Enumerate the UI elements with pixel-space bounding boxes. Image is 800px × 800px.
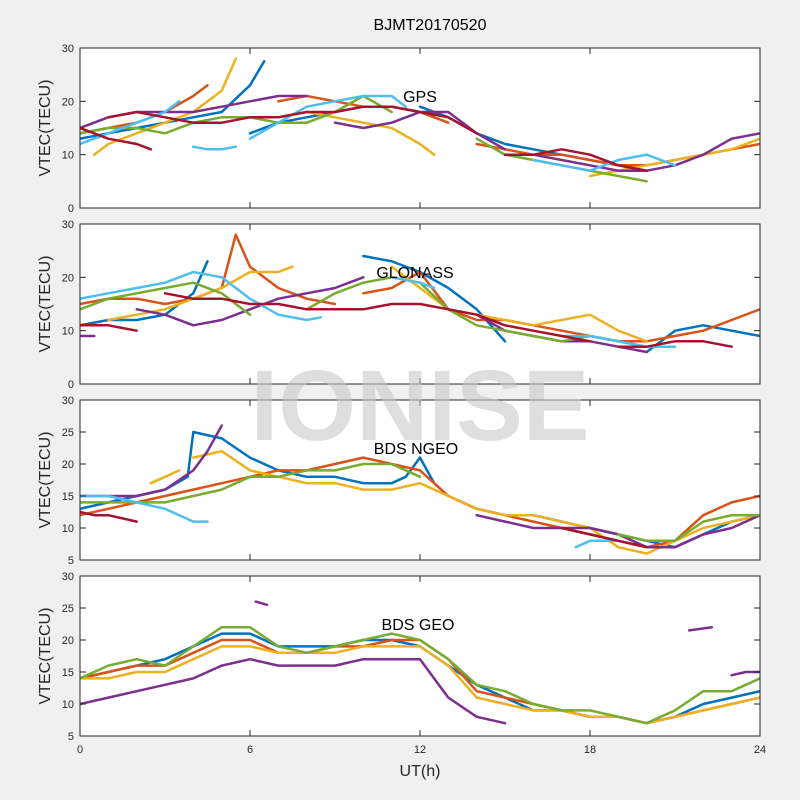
series-line-bds-ngeo-7: [617, 513, 760, 543]
y-tick-label-bds-geo-10: 10: [62, 699, 74, 711]
y-tick-label-bds-geo-30: 30: [62, 571, 74, 583]
y-tick-label-bds-geo-5: 5: [68, 731, 74, 743]
x-tick-label-0: 0: [77, 744, 83, 756]
series-line-gps-15: [192, 145, 238, 151]
series-line-gps-18: [80, 126, 153, 151]
series-line-bds-geo-4: [254, 600, 269, 607]
series-line-gps-17: [532, 153, 677, 172]
plot-area-bds-ngeo: [80, 400, 760, 560]
y-axis-label-glonass: VTEC(TECU): [37, 256, 54, 353]
series-line-glonass-10: [80, 281, 252, 316]
y-axis-label-bds-ngeo: VTEC(TECU): [37, 432, 54, 529]
panels: 0 10 20 30 VTEC(TECU) GPS 0 10 20 30 VTEC(TECU) GLO…: [37, 43, 766, 756]
plot-area-bds-geo: [80, 576, 760, 736]
figure-title: BJMT20170520: [374, 17, 487, 34]
panel-bds-geo: 0 6 12 18 24 5 10 15 20 25 30 VTEC(TECU) BDS GEO: [37, 571, 766, 756]
series-line-bds-ngeo-2: [149, 469, 181, 485]
watermark: IONISE: [251, 350, 590, 462]
y-tick-label-gps-10: 10: [62, 150, 74, 162]
y-tick-label-bds-ngeo-20: 20: [62, 459, 74, 471]
series-line-gps-12: [80, 94, 393, 135]
y-tick-label-bds-ngeo-15: 15: [62, 491, 74, 503]
y-tick-label-bds-geo-25: 25: [62, 603, 74, 615]
series-line-glonass-6: [390, 265, 648, 343]
y-axis-label-gps: VTEC(TECU): [37, 80, 54, 177]
x-tick-label-18: 18: [584, 744, 596, 756]
x-tick-label-12: 12: [414, 744, 426, 756]
panel-bds-ngeo: 5 10 15 20 25 30 VTEC(TECU) BDS NGEO: [37, 395, 761, 567]
series-line-bds-geo-7: [80, 625, 760, 725]
y-tick-label-bds-ngeo-10: 10: [62, 523, 74, 535]
y-axis-label-bds-geo: VTEC(TECU): [37, 608, 54, 705]
series-line-gps-20: [503, 148, 648, 172]
y-tick-label-bds-ngeo-30: 30: [62, 395, 74, 407]
y-tick-label-glonass-0: 0: [68, 379, 74, 391]
panel-label-bds-geo: BDS GEO: [382, 617, 455, 634]
series-line-bds-ngeo-11: [560, 526, 648, 549]
series-group-glonass: [80, 233, 760, 354]
series-line-gps-16: [248, 94, 408, 140]
series-line-glonass-14: [560, 334, 677, 348]
series-line-bds-geo-5: [687, 625, 714, 632]
series-line-glonass-13: [390, 276, 436, 290]
y-tick-label-glonass-10: 10: [62, 326, 74, 338]
series-line-gps-6: [92, 57, 238, 156]
y-tick-label-gps-0: 0: [68, 203, 74, 215]
series-group-bds-ngeo: [80, 424, 760, 555]
panel-label-glonass: GLONASS: [376, 265, 453, 282]
series-line-bds-ngeo-3: [192, 449, 760, 555]
series-line-gps-19: [107, 105, 478, 135]
y-tick-label-bds-ngeo-25: 25: [62, 427, 74, 439]
panel-label-gps: GPS: [403, 89, 437, 106]
y-tick-label-gps-20: 20: [62, 96, 74, 108]
series-line-glonass-8: [135, 276, 365, 327]
panel-label-bds-ngeo: BDS NGEO: [374, 441, 458, 458]
series-line-glonass-4: [362, 270, 760, 343]
panel-glonass: 0 10 20 30 VTEC(TECU) GLONASS: [37, 219, 761, 391]
y-tick-label-bds-ngeo-5: 5: [68, 555, 74, 567]
series-line-glonass-0: [80, 260, 209, 327]
series-line-glonass-12: [80, 270, 323, 322]
y-tick-label-bds-geo-15: 15: [62, 667, 74, 679]
series-group-bds-geo: [80, 600, 760, 725]
y-tick-label-glonass-20: 20: [62, 272, 74, 284]
series-line-bds-ngeo-10: [80, 510, 138, 523]
series-line-glonass-15: [80, 324, 138, 332]
x-axis-label: UT(h): [400, 763, 441, 780]
series-line-gps-14: [80, 100, 181, 146]
series-line-glonass-17: [617, 340, 733, 348]
series-line-bds-geo-3: [80, 657, 507, 725]
y-tick-label-gps-30: 30: [62, 43, 74, 55]
y-tick-label-bds-geo-20: 20: [62, 635, 74, 647]
series-line-glonass-16: [163, 292, 592, 343]
series-line-bds-ngeo-8: [80, 494, 209, 523]
series-group-gps: [80, 57, 760, 183]
y-tick-label-glonass-30: 30: [62, 219, 74, 231]
x-tick-label-24: 24: [754, 744, 766, 756]
panel-gps: 0 10 20 30 VTEC(TECU) GPS: [37, 43, 761, 215]
x-tick-label-6: 6: [247, 744, 253, 756]
series-line-glonass-5: [107, 265, 294, 322]
series-line-bds-ngeo-9: [574, 539, 620, 549]
